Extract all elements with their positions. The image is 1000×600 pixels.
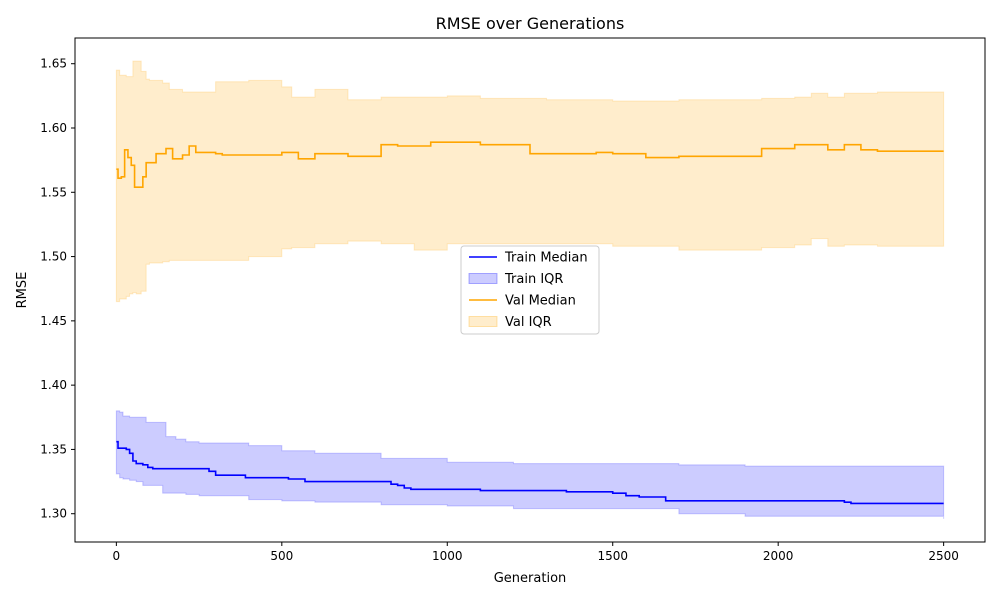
x-tick-label: 500 xyxy=(270,549,293,563)
x-axis: 0 500 1000 1500 2000 2500 xyxy=(113,542,959,563)
val-iqr-band xyxy=(115,60,945,303)
plot-frame xyxy=(74,37,986,543)
plot-area xyxy=(115,60,945,519)
train-iqr-band xyxy=(115,410,945,519)
y-tick-label: 1.45 xyxy=(40,314,67,328)
x-tick-label: 2500 xyxy=(928,549,959,563)
y-axis-label: RMSE xyxy=(15,272,30,309)
y-tick-label: 1.40 xyxy=(40,378,67,392)
legend-swatch-val-iqr xyxy=(468,316,498,327)
legend-label-train-iqr: Train IQR xyxy=(504,272,563,287)
val-median-line xyxy=(116,141,944,188)
y-axis: 1.30 1.35 1.40 1.45 1.50 1.55 1.60 1.65 xyxy=(40,57,75,521)
x-tick-label: 0 xyxy=(113,549,121,563)
y-tick-label: 1.65 xyxy=(40,57,67,71)
y-tick-label: 1.50 xyxy=(40,250,67,264)
legend-label-train-median: Train Median xyxy=(504,251,588,266)
train-median-line xyxy=(116,440,944,505)
chart-title: RMSE over Generations xyxy=(436,14,625,33)
legend-label-val-median: Val Median xyxy=(505,294,576,309)
y-tick-label: 1.60 xyxy=(40,121,67,135)
x-axis-label: Generation xyxy=(494,571,567,586)
legend-box xyxy=(460,245,600,335)
x-tick-label: 1000 xyxy=(432,549,463,563)
legend-swatch-train-iqr xyxy=(468,273,498,284)
legend: Train Median Train IQR Val Median Val IQR xyxy=(460,245,600,335)
x-tick-label: 1500 xyxy=(597,549,628,563)
y-tick-label: 1.30 xyxy=(40,507,67,521)
y-tick-label: 1.35 xyxy=(40,442,67,456)
y-tick-label: 1.55 xyxy=(40,185,67,199)
x-tick-label: 2000 xyxy=(763,549,794,563)
legend-label-val-iqr: Val IQR xyxy=(505,315,552,330)
